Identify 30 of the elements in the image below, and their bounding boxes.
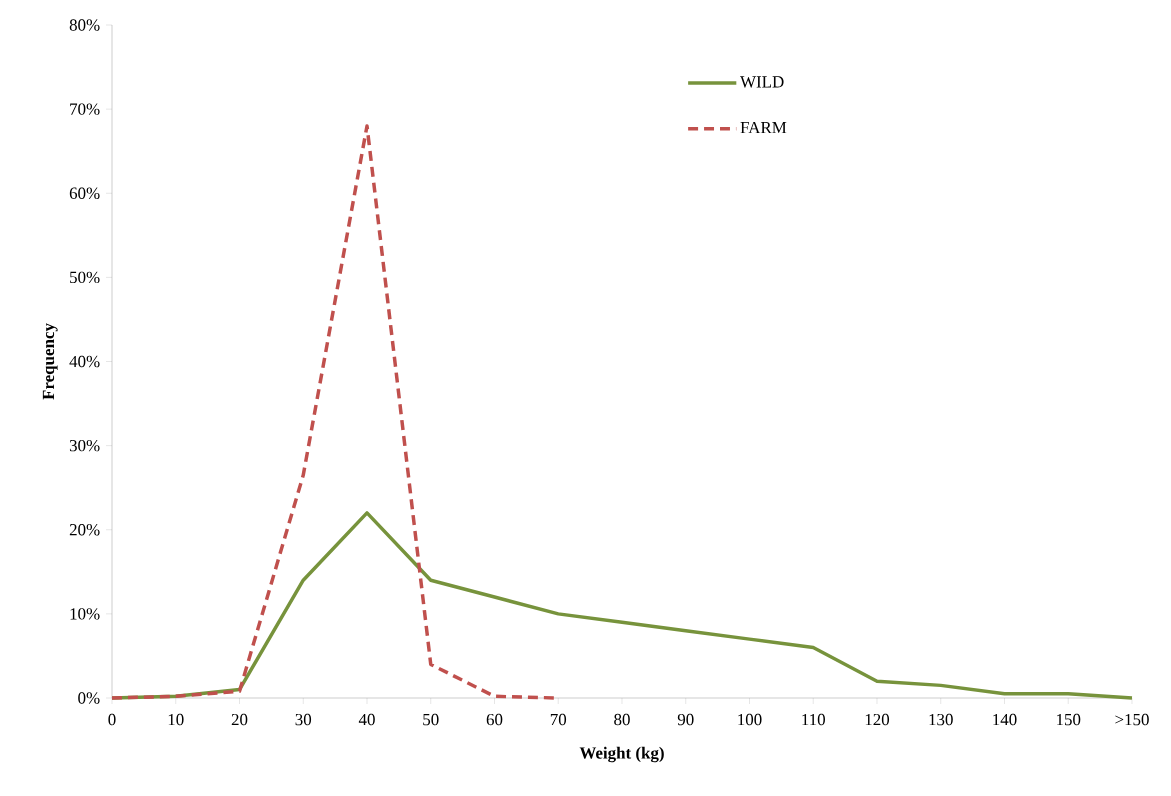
x-tick-label: 150	[1057, 713, 1081, 726]
x-tick-label: 60	[486, 713, 503, 726]
x-tick-label: 120	[865, 713, 890, 726]
x-tick-label: 100	[738, 713, 762, 726]
x-tick-label: 0	[108, 713, 116, 726]
y-tick-label: 50%	[70, 271, 100, 284]
y-axis-title: Frequency	[42, 323, 58, 400]
y-tick-label: 0%	[78, 692, 100, 704]
x-tick-label: 50	[423, 713, 439, 726]
x-tick-label: >150	[1115, 713, 1149, 726]
x-tick-label: 10	[168, 713, 184, 726]
y-tick-label: 30%	[69, 439, 100, 452]
x-tick-label: 70	[550, 713, 567, 726]
y-tick-label: 80%	[69, 19, 100, 31]
x-tick-label: 140	[993, 713, 1017, 726]
x-tick-label: 80	[614, 713, 630, 726]
x-tick-label: 40	[358, 713, 375, 726]
y-tick-label: 60%	[69, 187, 100, 199]
x-tick-label: 110	[802, 713, 825, 726]
y-tick-label: 40%	[69, 355, 100, 368]
x-axis-title: Weight (kg)	[579, 746, 664, 763]
legend-label: WILD	[740, 76, 784, 88]
legend-label: FARM	[740, 121, 787, 134]
x-tick-label: 130	[929, 713, 953, 726]
y-tick-label: 20%	[69, 524, 100, 536]
x-tick-label: 30	[295, 713, 312, 726]
x-tick-label: 20	[231, 713, 248, 726]
y-tick-label: 70%	[70, 103, 100, 115]
x-tick-label: 90	[677, 713, 694, 726]
y-tick-label: 10%	[70, 608, 100, 620]
